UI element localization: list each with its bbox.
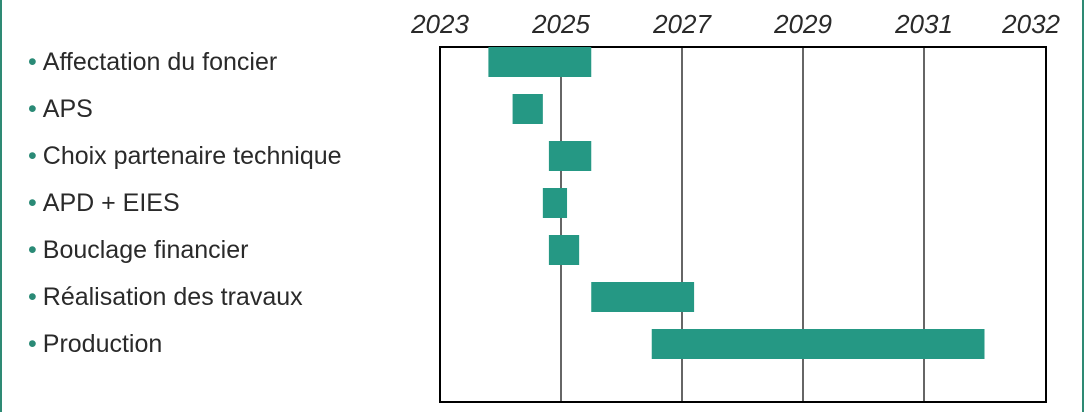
task-label: • Bouclage financier [28,235,248,265]
task-label: • APD + EIES [28,188,180,218]
gantt-bar [542,188,568,218]
bullet-icon: • [28,283,37,311]
plot-area [439,46,1047,403]
gantt-bar [591,282,695,312]
x-tick-label: 2027 [652,9,712,39]
bullet-icon: • [28,189,37,217]
bullet-icon: • [28,142,37,170]
task-label: • Réalisation des travaux [28,282,303,312]
task-label-text: Réalisation des travaux [42,283,303,311]
gantt-bar [651,329,985,359]
task-label: • Production [28,329,162,359]
x-tick-label: 2023 [410,9,469,39]
task-label-text: Affectation du foncier [42,48,278,76]
bullet-icon: • [28,48,37,76]
task-label-text: Bouclage financier [42,236,249,264]
task-label-text: APD + EIES [42,189,180,217]
task-label-text: Choix partenaire technique [42,142,342,170]
bullet-icon: • [28,236,37,264]
task-label: • APS [28,94,93,124]
x-tick-label: 2029 [773,9,832,39]
task-labels: • Affectation du foncier • APS • Choix parten… [0,0,430,412]
bullet-icon: • [28,330,37,358]
gantt-bar [548,235,580,265]
x-tick-label: 2031 [894,9,953,39]
gantt-bar [512,94,543,124]
task-label: • Affectation du foncier [28,47,277,77]
task-label-text: APS [42,95,93,123]
task-label-text: Production [42,330,163,358]
bullet-icon: • [28,95,37,123]
gantt-bar [488,47,592,77]
x-tick-label: 2025 [531,9,590,39]
task-label: • Choix partenaire technique [28,141,342,171]
x-tick-label: 2032 [1001,9,1060,39]
gantt-bar [548,141,592,171]
